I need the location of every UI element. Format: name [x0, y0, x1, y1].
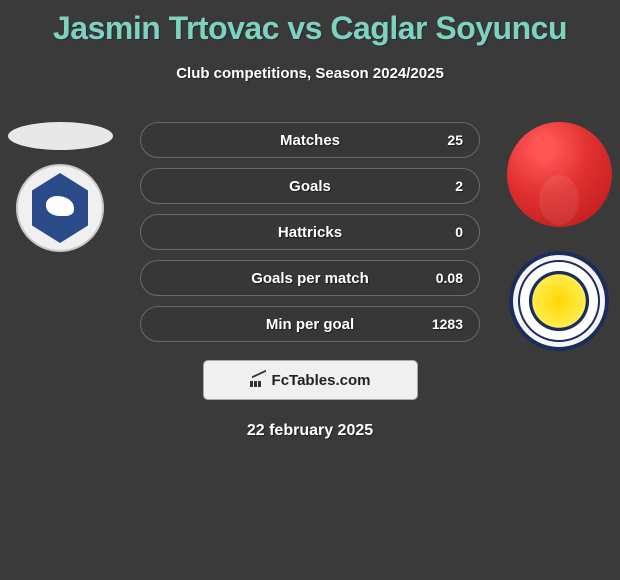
stat-right-value: 1283 [432, 316, 463, 332]
branding-text: FcTables.com [272, 372, 371, 389]
player2-avatar [507, 122, 612, 227]
date-text: 22 february 2025 [0, 422, 620, 440]
stat-right-value: 2 [455, 178, 463, 194]
stats-list: Matches 25 Goals 2 Hattricks 0 Goals per… [140, 122, 480, 342]
player2-column [507, 122, 612, 351]
player1-column [8, 122, 113, 252]
vs-text: vs [287, 10, 322, 46]
subtitle: Club competitions, Season 2024/2025 [0, 65, 620, 82]
stat-row: Goals per match 0.08 [140, 260, 480, 296]
stat-label: Min per goal [141, 316, 479, 333]
player1-name: Jasmin Trtovac [53, 10, 279, 46]
branding-box: FcTables.com [203, 360, 418, 400]
stat-row: Matches 25 [140, 122, 480, 158]
player1-club-badge [16, 164, 104, 252]
player2-name: Caglar Soyuncu [330, 10, 567, 46]
stat-right-value: 0.08 [436, 270, 463, 286]
stat-right-value: 0 [455, 224, 463, 240]
stat-label: Matches [141, 132, 479, 149]
stat-row: Goals 2 [140, 168, 480, 204]
stat-right-value: 25 [447, 132, 463, 148]
player1-avatar [8, 122, 113, 150]
stat-label: Goals [141, 178, 479, 195]
stat-label: Hattricks [141, 224, 479, 241]
stat-row: Min per goal 1283 [140, 306, 480, 342]
stat-label: Goals per match [141, 270, 479, 287]
content-area: Matches 25 Goals 2 Hattricks 0 Goals per… [0, 122, 620, 440]
player2-club-badge [509, 251, 609, 351]
stat-row: Hattricks 0 [140, 214, 480, 250]
chart-icon [250, 373, 268, 387]
comparison-title: Jasmin Trtovac vs Caglar Soyuncu [0, 0, 620, 47]
